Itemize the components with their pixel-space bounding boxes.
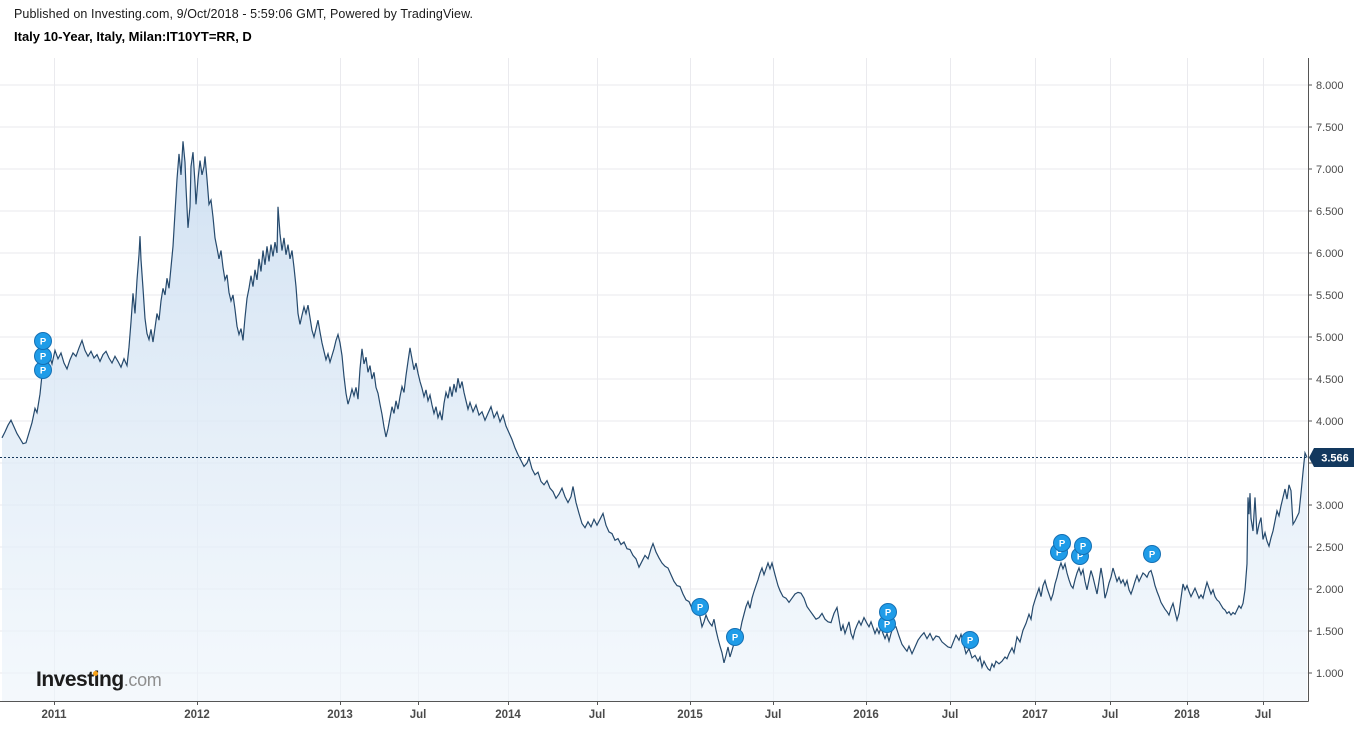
- event-marker-label: P: [885, 608, 892, 619]
- published-line: Published on Investing.com, 9/Oct/2018 -…: [14, 7, 474, 21]
- price-axis-label: 4.500: [1316, 374, 1344, 386]
- price-axis-label: 6.000: [1316, 248, 1344, 260]
- time-axis-label: Jul: [765, 709, 782, 721]
- time-axis-label: 2013: [327, 709, 353, 721]
- price-axis-label: 4.000: [1316, 416, 1344, 428]
- last-price-badge: 3.566: [1309, 448, 1354, 467]
- event-marker-label: P: [732, 633, 739, 644]
- event-marker-flag[interactable]: P: [1053, 534, 1071, 552]
- price-axis: 8.000 7.500 7.000 6.500 6.000 5.500 5.000 4.500…: [1308, 80, 1344, 680]
- event-marker-label: P: [40, 352, 47, 363]
- price-axis-label: 5.000: [1316, 332, 1344, 344]
- investing-logo: Investing.com: [36, 668, 162, 692]
- event-marker-label: P: [40, 337, 47, 348]
- time-axis-label: 2012: [184, 709, 210, 721]
- event-marker-flag[interactable]: P: [726, 628, 744, 646]
- time-axis-label: 2015: [677, 709, 703, 721]
- time-axis-label: Jul: [410, 709, 427, 721]
- event-marker-flag[interactable]: P: [34, 347, 52, 365]
- price-axis-label: 8.000: [1316, 80, 1344, 92]
- area-fill: [2, 141, 1307, 702]
- event-marker-label: P: [697, 603, 704, 614]
- event-marker-label: P: [1056, 548, 1063, 559]
- event-marker-flag[interactable]: P: [691, 598, 709, 616]
- time-axis-label: 2011: [42, 709, 68, 721]
- time-axis-label: 2014: [495, 709, 521, 721]
- time-axis-label: Jul: [1255, 709, 1272, 721]
- price-axis-label: 7.000: [1316, 164, 1344, 176]
- price-axis-label: 1.000: [1316, 668, 1344, 680]
- time-axis-label: 2017: [1022, 709, 1048, 721]
- time-axis-label: 2016: [853, 709, 879, 721]
- time-axis: 2011 2012 2013 Jul 2014 Jul 2015 Jul 2016 Jul 2017…: [42, 701, 1272, 721]
- logo-brand: Investing: [36, 668, 124, 691]
- price-line: [1, 141, 1308, 672]
- event-marker-label: P: [1080, 542, 1087, 553]
- event-marker-label: P: [1149, 550, 1156, 561]
- price-axis-label: 5.500: [1316, 290, 1344, 302]
- time-axis-label: 2018: [1174, 709, 1200, 721]
- event-marker-label: P: [967, 636, 974, 647]
- last-price-value: 3.566: [1321, 453, 1349, 465]
- price-axis-label: 2.500: [1316, 542, 1344, 554]
- time-axis-label: Jul: [942, 709, 959, 721]
- time-axis-label: Jul: [1102, 709, 1119, 721]
- price-axis-label: 6.500: [1316, 206, 1344, 218]
- chart-title: Italy 10-Year, Italy, Milan:IT10YT=RR, D: [14, 29, 252, 44]
- logo-suffix: .com: [123, 670, 162, 690]
- event-marker-label: P: [1077, 552, 1084, 563]
- event-marker-label: P: [1059, 539, 1066, 550]
- axes: [0, 58, 1309, 702]
- event-marker-flag[interactable]: P: [1143, 545, 1161, 563]
- price-axis-label: 7.500: [1316, 122, 1344, 134]
- price-axis-label: 1.500: [1316, 626, 1344, 638]
- event-marker-label: P: [884, 620, 891, 631]
- time-axis-label: Jul: [589, 709, 606, 721]
- price-axis-label: 2.000: [1316, 584, 1344, 596]
- event-marker-flag[interactable]: P: [1074, 537, 1092, 555]
- logo-orange-dot-icon: [93, 671, 98, 676]
- event-marker-flag[interactable]: P: [879, 603, 897, 621]
- event-marker-flag[interactable]: P: [34, 332, 52, 350]
- event-marker-label: P: [40, 366, 47, 377]
- event-marker-flag[interactable]: P: [961, 631, 979, 649]
- price-axis-label: 3.000: [1316, 500, 1344, 512]
